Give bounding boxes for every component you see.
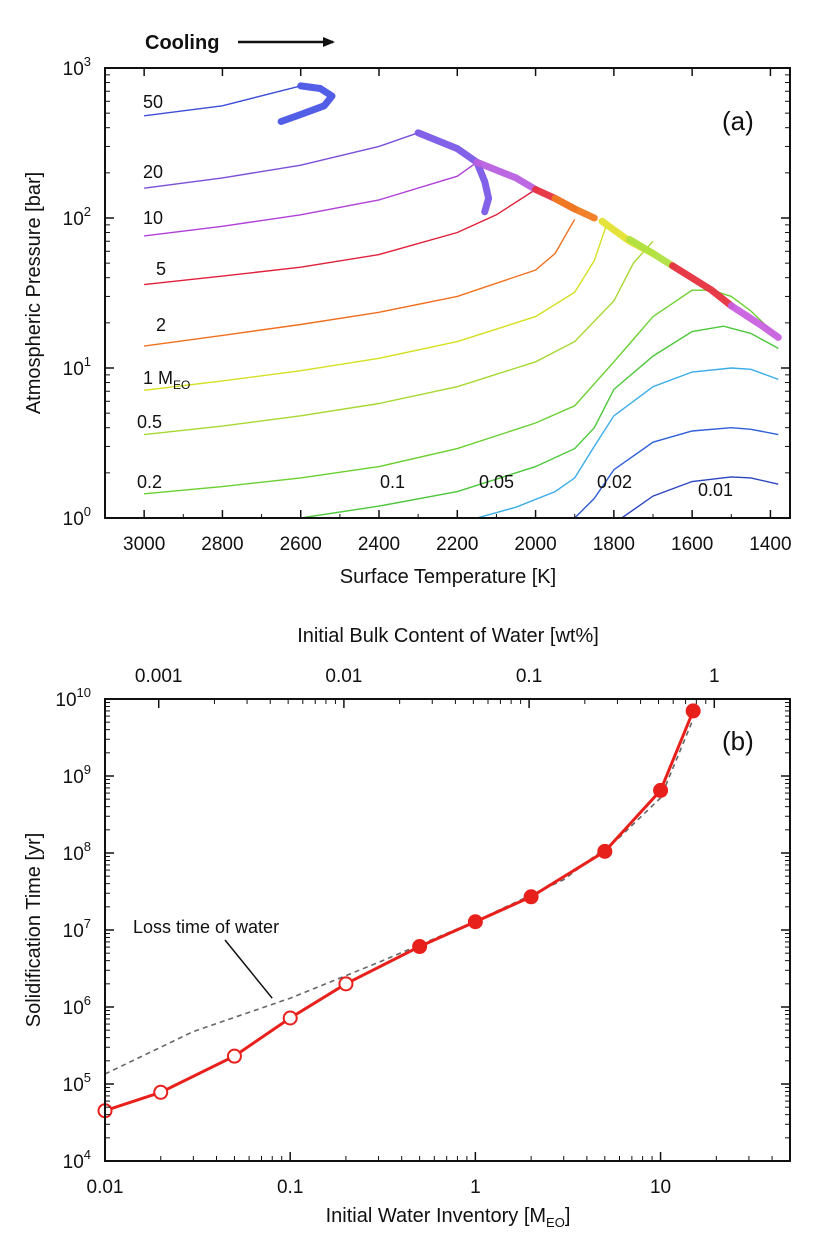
curve-label-5: 5 xyxy=(156,259,166,279)
y-tick-label: 102 xyxy=(63,204,91,230)
y-tick-label: 104 xyxy=(63,1147,91,1173)
y-tick-label: 106 xyxy=(63,993,91,1019)
panel-a-y-axis-title: Atmospheric Pressure [bar] xyxy=(23,172,45,414)
panel-a-frame xyxy=(104,67,791,519)
x-tick-label: 10 xyxy=(650,1177,671,1198)
y-tick-label: 103 xyxy=(63,54,91,80)
panel-a-ticks: 3000 2800 2600 2400 2200 2000 1800 1600 1400 100 1… xyxy=(63,54,792,555)
data-point-open xyxy=(282,1010,298,1026)
panel-b: Initial Bulk Content of Water [wt%] 0.01… xyxy=(23,625,791,1230)
curve-label-2: 2 xyxy=(156,315,166,335)
y-tick-label: 107 xyxy=(63,916,91,942)
top-x-tick-label: 0.001 xyxy=(135,666,183,687)
curve-label-20: 20 xyxy=(143,162,163,182)
panel-a-tag: (a) xyxy=(722,106,754,136)
panel-a-tracks xyxy=(277,82,782,341)
panel-b-top-axis-title: Initial Bulk Content of Water [wt%] xyxy=(297,625,599,647)
solidification-track-6 xyxy=(626,235,677,270)
y-tick-label: 108 xyxy=(63,839,91,865)
top-x-tick-label: 1 xyxy=(709,666,720,687)
data-point-open xyxy=(153,1084,169,1100)
x-tick-label: 3000 xyxy=(123,534,165,555)
curve-0p2 xyxy=(144,289,779,495)
curve-label-0p01: 0.01 xyxy=(698,480,733,500)
data-point-open xyxy=(338,976,354,992)
panel-a-curves xyxy=(144,85,779,518)
y-tick-label: 100 xyxy=(63,504,91,530)
panel-b-ticks: 0.01 0.1 1 10 0.001 0.01 0.1 1 104 105 106 107 108 10… xyxy=(55,666,791,1198)
solidification-track-0 xyxy=(277,82,336,125)
panel-a-x-axis-title: Surface Temperature [K] xyxy=(340,566,556,588)
curve-label-0p05: 0.05 xyxy=(479,472,514,492)
curve-0p5 xyxy=(144,240,654,436)
curve-0p01 xyxy=(621,476,779,518)
solidification-track-2 xyxy=(473,158,540,193)
cooling-label: Cooling xyxy=(145,32,219,54)
panel-b-lines xyxy=(105,710,695,1113)
y-tick-label: 105 xyxy=(63,1070,91,1096)
x-tick-label: 0.1 xyxy=(277,1177,303,1198)
curve-50 xyxy=(144,85,301,117)
curve-label-1: 1 MEO xyxy=(143,368,190,392)
x-tick-label: 0.01 xyxy=(87,1177,124,1198)
top-x-tick-label: 0.1 xyxy=(516,666,542,687)
data-point-open xyxy=(226,1048,242,1064)
x-tick-label: 1600 xyxy=(671,534,713,555)
curve-label-0p1: 0.1 xyxy=(380,472,405,492)
data-point-filled xyxy=(597,843,613,859)
y-tick-label: 1010 xyxy=(55,685,91,711)
panel-a-curve-labels: 50 20 10 5 2 1 MEO 0.5 0.2 0.1 0.05 0.02 0.01 xyxy=(137,92,733,500)
data-point-filled xyxy=(685,703,701,719)
curve-label-0p5: 0.5 xyxy=(137,412,162,432)
solidification-track-4 xyxy=(551,194,598,222)
y-tick-label: 109 xyxy=(63,762,91,788)
curve-2 xyxy=(144,218,576,347)
curve-0p1 xyxy=(300,325,779,518)
loss-time-line xyxy=(105,718,694,1075)
data-point-filled xyxy=(467,914,483,930)
curve-1 xyxy=(144,226,607,391)
curve-label-0p02: 0.02 xyxy=(597,472,632,492)
x-tick-label: 2200 xyxy=(436,534,478,555)
panel-b-tag: (b) xyxy=(722,726,754,756)
x-tick-label: 2000 xyxy=(514,534,556,555)
curve-label-50: 50 xyxy=(143,92,163,112)
panel-a: Cooling 50 20 10 5 2 1 MEO 0.5 0.2 0.1 0.05 0.02 0.… xyxy=(23,32,792,588)
data-point-filled xyxy=(653,782,669,798)
solidification-track-8 xyxy=(727,302,782,341)
solidification-track-1 xyxy=(414,129,493,216)
x-tick-label: 1400 xyxy=(749,534,791,555)
curve-0p05 xyxy=(476,367,779,518)
x-tick-label: 1 xyxy=(470,1177,481,1198)
y-tick-label: 101 xyxy=(63,354,91,380)
x-tick-label: 2400 xyxy=(358,534,400,555)
curve-label-0p2: 0.2 xyxy=(137,472,162,492)
curve-10 xyxy=(144,161,478,237)
x-tick-label: 2800 xyxy=(201,534,243,555)
curve-0p02 xyxy=(574,426,779,518)
panel-b-x-axis-title: Initial Water Inventory [MEO] xyxy=(326,1205,571,1230)
panel-b-points xyxy=(97,703,701,1119)
x-tick-label: 2600 xyxy=(280,534,322,555)
curve-5 xyxy=(144,188,536,286)
loss-time-annotation: Loss time of water xyxy=(133,917,279,937)
data-point-filled xyxy=(412,939,428,955)
data-point-filled xyxy=(523,889,539,905)
curve-20 xyxy=(144,132,419,189)
curve-label-10: 10 xyxy=(143,208,163,228)
x-tick-label: 1800 xyxy=(593,534,635,555)
solidification-track-7 xyxy=(669,262,735,310)
top-x-tick-label: 0.01 xyxy=(325,666,362,687)
loss-time-leader xyxy=(224,939,273,999)
panel-b-y-axis-title: Solidification Time [yr] xyxy=(23,833,45,1028)
solidification-line xyxy=(105,710,695,1113)
